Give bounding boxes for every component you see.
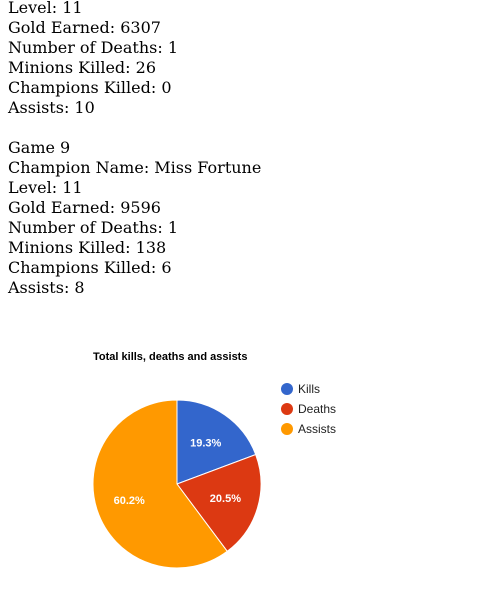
pie-slice-deaths[interactable] (176, 453, 262, 553)
pie-label-assists: 60.2% (114, 495, 145, 507)
prev-game-assists: Assists: 10 (8, 98, 95, 117)
prev-game-gold: Gold Earned: 6307 (8, 18, 161, 37)
chart-legend: Kills Deaths Assists (281, 382, 336, 436)
pie-labels: 19.3% 20.5% 60.2% (114, 438, 242, 507)
legend-marker-assists (281, 423, 293, 435)
legend-label-deaths[interactable]: Deaths (298, 402, 336, 416)
game9-header: Game 9 (8, 138, 71, 157)
game9-level: Level: 11 (8, 178, 83, 197)
pie-slice-assists[interactable] (92, 399, 228, 569)
pie-label-kills: 19.3% (190, 438, 221, 450)
pie-chart: Total kills, deaths and assists 19.3% 20.… (92, 351, 336, 569)
legend-marker-kills (281, 383, 293, 395)
game9-minions: Minions Killed: 138 (8, 238, 167, 257)
pie-slices (92, 399, 262, 569)
pie-slice-kills[interactable] (176, 399, 257, 485)
chart-title: Total kills, deaths and assists (93, 351, 247, 363)
prev-game-minions: Minions Killed: 26 (8, 58, 157, 77)
legend-label-kills[interactable]: Kills (298, 382, 320, 396)
game9-assists: Assists: 8 (8, 278, 85, 297)
legend-marker-deaths (281, 403, 293, 415)
game9-champions: Champions Killed: 6 (8, 258, 172, 277)
pie-chart-container: Total kills, deaths and assists 19.3% 20.… (0, 338, 498, 609)
game9-gold: Gold Earned: 9596 (8, 198, 161, 217)
game9-deaths: Number of Deaths: 1 (8, 218, 178, 237)
pie-label-deaths: 20.5% (210, 493, 241, 505)
prev-game-level: Level: 11 (8, 0, 83, 17)
game9-champion-name: Champion Name: Miss Fortune (8, 158, 262, 177)
prev-game-champions: Champions Killed: 0 (8, 78, 172, 97)
prev-game-deaths: Number of Deaths: 1 (8, 38, 178, 57)
legend-label-assists[interactable]: Assists (298, 422, 336, 436)
match-stats: Level: 11 Gold Earned: 6307 Number of De… (8, 0, 261, 298)
block-spacer (8, 118, 261, 138)
